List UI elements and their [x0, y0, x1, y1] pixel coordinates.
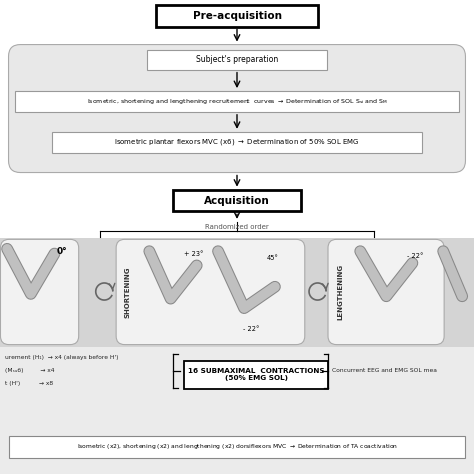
Text: Isometric plantar flexors MVC (x6) $\rightarrow$ Determination of 50% SOL EMG: Isometric plantar flexors MVC (x6) $\rig… [114, 137, 360, 147]
Text: Randomized order: Randomized order [205, 224, 269, 229]
Text: Subject's preparation: Subject's preparation [196, 55, 278, 64]
FancyBboxPatch shape [147, 50, 327, 70]
Text: 45°: 45° [266, 255, 279, 261]
Text: - 22°: - 22° [243, 327, 259, 332]
Text: Acquisition: Acquisition [204, 195, 270, 206]
Text: Isometric, shortening and lengthening recruitement  curves $\rightarrow$ Determi: Isometric, shortening and lengthening re… [86, 97, 388, 106]
FancyBboxPatch shape [173, 190, 301, 211]
Text: SHORTENING: SHORTENING [125, 266, 131, 318]
FancyBboxPatch shape [328, 239, 444, 345]
FancyBboxPatch shape [156, 5, 318, 27]
FancyBboxPatch shape [9, 45, 465, 173]
Text: - 22°: - 22° [407, 253, 423, 259]
FancyBboxPatch shape [52, 132, 422, 153]
Text: 16 SUBMAXIMAL  CONTRACTIONS
(50% EMG SOL): 16 SUBMAXIMAL CONTRACTIONS (50% EMG SOL) [188, 368, 325, 382]
Text: LENGTHENING: LENGTHENING [337, 264, 343, 320]
Bar [0, 347, 474, 474]
Text: Concurrent EEG and EMG SOL mea: Concurrent EEG and EMG SOL mea [332, 368, 437, 374]
Bar [0, 238, 474, 347]
Text: + 23°: + 23° [184, 251, 203, 256]
Text: urement (H₁)  → x4 (always before H'): urement (H₁) → x4 (always before H') [5, 356, 118, 360]
Text: Pre-acquisition: Pre-acquisition [192, 10, 282, 21]
FancyBboxPatch shape [9, 436, 465, 458]
FancyBboxPatch shape [0, 239, 79, 345]
FancyBboxPatch shape [184, 361, 328, 389]
FancyBboxPatch shape [15, 91, 459, 112]
Text: (Mₛᵤб)         → x4: (Mₛᵤб) → x4 [5, 368, 54, 373]
Text: Isometric (x2), shortening (x2) and lengthening (x2) dorsiflexors MVC $\rightarr: Isometric (x2), shortening (x2) and leng… [76, 443, 398, 451]
Text: t (H')          → x8: t (H') → x8 [5, 382, 53, 386]
Text: 0°: 0° [56, 247, 67, 255]
FancyBboxPatch shape [116, 239, 305, 345]
